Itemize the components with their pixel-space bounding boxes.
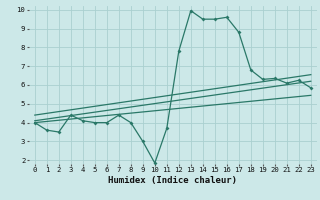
- X-axis label: Humidex (Indice chaleur): Humidex (Indice chaleur): [108, 176, 237, 185]
